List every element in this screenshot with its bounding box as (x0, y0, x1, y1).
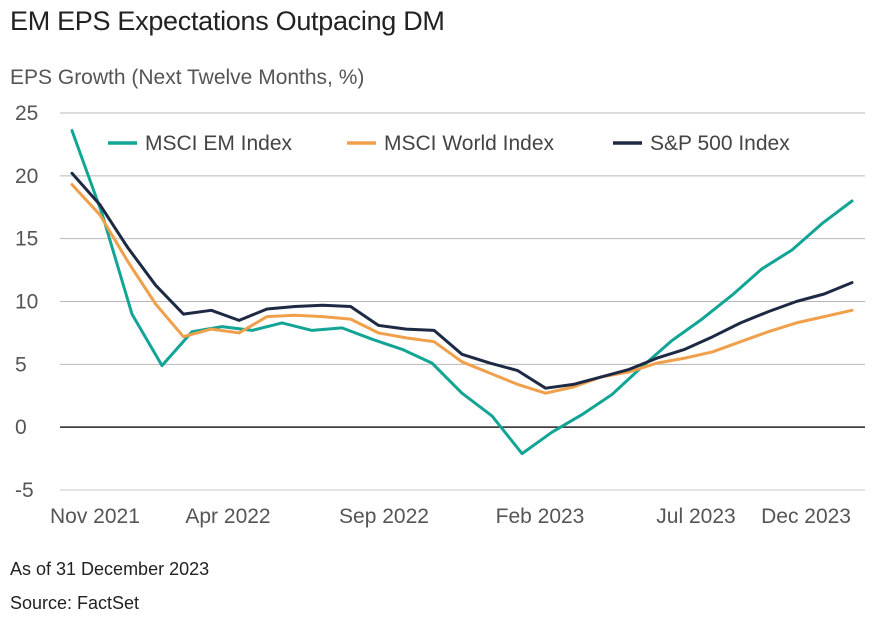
x-tick-label: Jul 2023 (656, 505, 735, 528)
y-tick-label: -5 (15, 479, 34, 502)
chart-title: EM EPS Expectations Outpacing DM (10, 6, 445, 36)
y-tick-label: 10 (15, 291, 38, 314)
series-line-s-p-500-index (70, 171, 854, 390)
source-note: Source: FactSet (10, 593, 140, 613)
y-tick-label: 25 (15, 102, 38, 125)
legend-label: MSCI World Index (384, 132, 554, 155)
series-line-msci-world-index (70, 183, 854, 395)
y-tick-label: 0 (15, 416, 27, 439)
series-line-msci-em-index (70, 129, 854, 456)
grid-lines (60, 112, 865, 491)
as-of-note: As of 31 December 2023 (10, 559, 210, 579)
y-tick-label: 5 (15, 353, 27, 376)
x-tick-label: Dec 2023 (761, 505, 851, 528)
x-tick-label: Feb 2023 (496, 505, 585, 528)
axis-ticks: -5 0 5 10 15 20 25 Nov 2021 Apr 2022 Sep 2022 Feb … (15, 102, 851, 528)
y-tick-label: 15 (15, 228, 38, 251)
series-lines (70, 129, 854, 456)
x-tick-label: Nov 2021 (50, 505, 140, 528)
legend: MSCI EM Index MSCI World Index S&P 500 Ind… (108, 132, 790, 155)
x-tick-label: Apr 2022 (185, 505, 270, 528)
legend-label: S&P 500 Index (650, 132, 790, 155)
legend-label: MSCI EM Index (145, 132, 293, 155)
y-tick-label: 20 (15, 165, 38, 188)
y-axis-label: EPS Growth (Next Twelve Months, %) (10, 66, 365, 89)
x-tick-label: Sep 2022 (339, 505, 429, 528)
